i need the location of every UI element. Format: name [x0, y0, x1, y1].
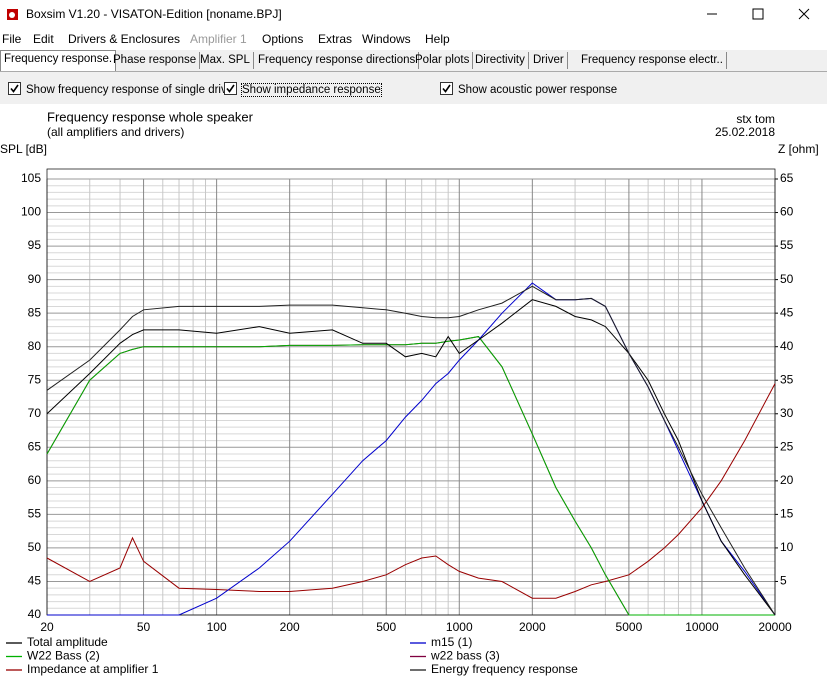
options-bar: Show frequency response of single drive S…: [0, 76, 827, 102]
y-tick-label: 60: [28, 473, 42, 487]
y2-tick-label: 60: [780, 205, 794, 219]
checkbox-box[interactable]: [8, 82, 21, 95]
tab-bar: Frequency response. Phase response Max. SP…: [0, 50, 827, 72]
tab[interactable]: Frequency response electr..: [578, 52, 727, 69]
tab[interactable]: Directivity: [472, 52, 529, 69]
x-tick-label: 1000: [446, 620, 473, 634]
menu-item[interactable]: Drivers & Enclosures: [68, 32, 181, 46]
y2-tick-label: 55: [780, 238, 794, 252]
legend-label: Impedance at amplifier 1: [27, 662, 159, 676]
x-tick-label: 50: [137, 620, 151, 634]
checkbox-label[interactable]: Show impedance response: [241, 83, 382, 97]
y2-tick-label: 15: [780, 507, 794, 521]
legend-label: Total amplitude: [27, 635, 108, 649]
y-axis-label: SPL [dB]: [0, 142, 47, 156]
x-tick-label: 100: [207, 620, 227, 634]
menu-item[interactable]: Options: [262, 32, 304, 46]
menu-bar: File Edit Drivers & Enclosures Amplifier 1 O…: [0, 28, 827, 50]
window-buttons: [707, 8, 810, 20]
y-tick-label: 40: [28, 607, 42, 621]
window-title: Boxsim V1.20 - VISATON-Edition [noname.B…: [26, 7, 282, 21]
chart-title: Frequency response whole speaker: [47, 109, 254, 124]
y2-tick-label: 25: [780, 439, 794, 453]
checkbox-box[interactable]: [440, 82, 453, 95]
title-bar: Boxsim V1.20 - VISATON-Edition [noname.B…: [0, 0, 827, 28]
checkbox[interactable]: Show impedance response: [224, 82, 382, 97]
y-tick-label: 100: [21, 205, 41, 219]
menu-item[interactable]: Help: [425, 32, 450, 46]
tab[interactable]: Phase response: [110, 52, 201, 69]
checkbox-box[interactable]: [224, 82, 237, 95]
menu-item[interactable]: File: [2, 32, 22, 46]
tab[interactable]: Frequency response directions: [255, 52, 420, 69]
x-tick-label: 5000: [616, 620, 643, 634]
series-line: [46, 299, 776, 616]
y2-tick-label: 65: [780, 171, 794, 185]
tab[interactable]: Frequency response.: [0, 50, 117, 71]
y2-tick-label: 5: [780, 574, 787, 588]
annotation: 25.02.2018: [715, 125, 775, 139]
y2-tick-label: 20: [780, 473, 794, 487]
app-icon: [7, 9, 18, 20]
tab[interactable]: Max. SPL: [197, 52, 254, 69]
menu-item[interactable]: Windows: [362, 32, 411, 46]
x-tick-label: 200: [280, 620, 300, 634]
series-line: [46, 383, 776, 599]
y2-tick-label: 40: [780, 339, 794, 353]
menu-item[interactable]: Amplifier 1: [190, 32, 247, 46]
y-tick-label: 65: [28, 439, 42, 453]
y-tick-label: 90: [28, 272, 42, 286]
x-tick-label: 500: [376, 620, 396, 634]
checkbox[interactable]: Show frequency response of single drive: [8, 82, 233, 96]
y2-tick-label: 50: [780, 272, 794, 286]
x-tick-label: 2000: [519, 620, 546, 634]
maximize-button[interactable]: [752, 8, 764, 20]
x-tick-label: 20: [40, 620, 54, 634]
y2-axis-label: Z [ohm]: [778, 142, 819, 156]
menu-item[interactable]: Edit: [33, 32, 54, 46]
annotation: stx tom: [736, 112, 775, 126]
legend-label: W22 Bass (2): [27, 649, 100, 663]
y-tick-label: 55: [28, 507, 42, 521]
y2-tick-label: 10: [780, 540, 794, 554]
y-tick-label: 75: [28, 372, 42, 386]
y-tick-label: 70: [28, 406, 42, 420]
legend-label: Energy frequency response: [431, 662, 578, 676]
legend-label: m15 (1): [431, 635, 472, 649]
close-button[interactable]: [798, 8, 810, 20]
x-tick-label: 10000: [685, 620, 719, 634]
checkbox[interactable]: Show acoustic power response: [440, 82, 617, 96]
y-tick-label: 50: [28, 540, 42, 554]
y-tick-label: 45: [28, 574, 42, 588]
y2-tick-label: 45: [780, 305, 794, 319]
tab[interactable]: Polar plots: [412, 52, 474, 69]
chart-subtitle: (all amplifiers and drivers): [47, 125, 184, 139]
series-line: [46, 285, 776, 616]
y2-tick-label: 30: [780, 406, 794, 420]
chart: Frequency response whole speaker (all am…: [0, 104, 827, 684]
x-tick-label: 20000: [758, 620, 792, 634]
plot-frame: [46, 168, 776, 616]
y-tick-label: 105: [21, 171, 41, 185]
y-tick-label: 80: [28, 339, 42, 353]
legend-label: w22 bass (3): [430, 649, 500, 663]
menu-item[interactable]: Extras: [318, 32, 353, 46]
tab[interactable]: Driver: [530, 52, 568, 69]
y-tick-label: 85: [28, 305, 42, 319]
y-tick-label: 95: [28, 238, 42, 252]
checkbox-label[interactable]: Show acoustic power response: [458, 84, 618, 96]
checkbox-label[interactable]: Show frequency response of single drive: [26, 84, 234, 96]
series-line: [46, 336, 775, 616]
y2-tick-label: 35: [780, 372, 794, 386]
